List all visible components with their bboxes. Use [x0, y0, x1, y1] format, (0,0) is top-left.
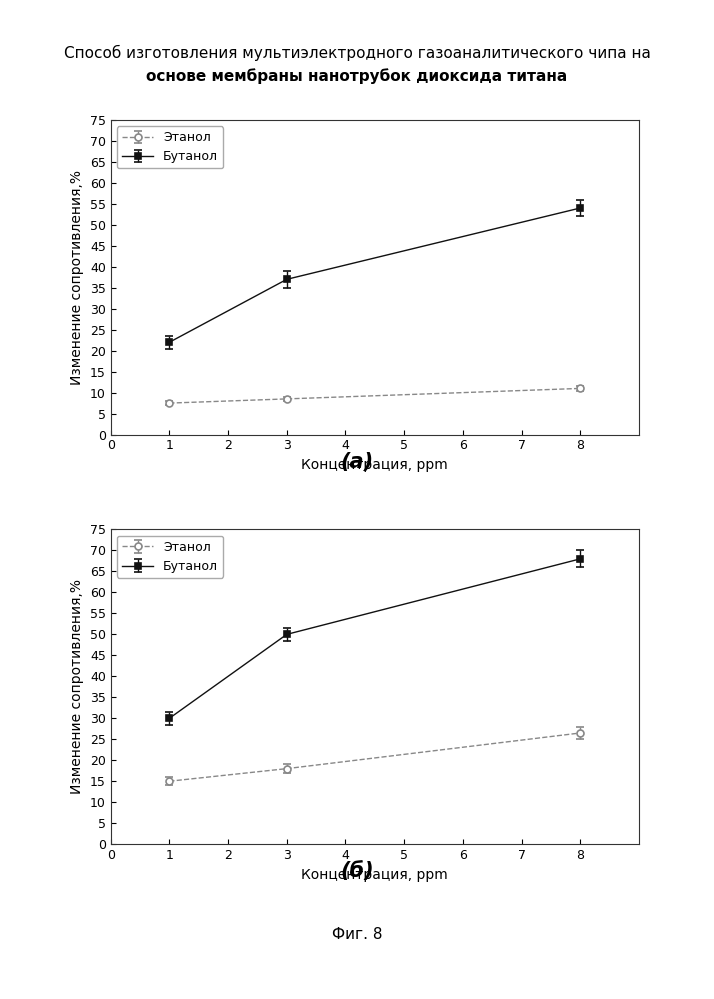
- Y-axis label: Изменение сопротивления,%: Изменение сопротивления,%: [70, 579, 84, 794]
- Text: (б): (б): [340, 861, 374, 881]
- Text: основе мембраны нанотрубок диоксида титана: основе мембраны нанотрубок диоксида тита…: [146, 68, 568, 84]
- Legend: Этанол, Бутанол: Этанол, Бутанол: [117, 535, 223, 578]
- X-axis label: Концентрация, ppm: Концентрация, ppm: [301, 458, 448, 472]
- X-axis label: Концентрация, ppm: Концентрация, ppm: [301, 867, 448, 881]
- Text: Способ изготовления мультиэлектродного газоаналитического чипа на: Способ изготовления мультиэлектродного г…: [64, 45, 650, 61]
- Legend: Этанол, Бутанол: Этанол, Бутанол: [117, 126, 223, 169]
- Y-axis label: Изменение сопротивления,%: Изменение сопротивления,%: [70, 170, 84, 385]
- Text: Фиг. 8: Фиг. 8: [332, 927, 382, 942]
- Text: (а): (а): [341, 452, 373, 472]
